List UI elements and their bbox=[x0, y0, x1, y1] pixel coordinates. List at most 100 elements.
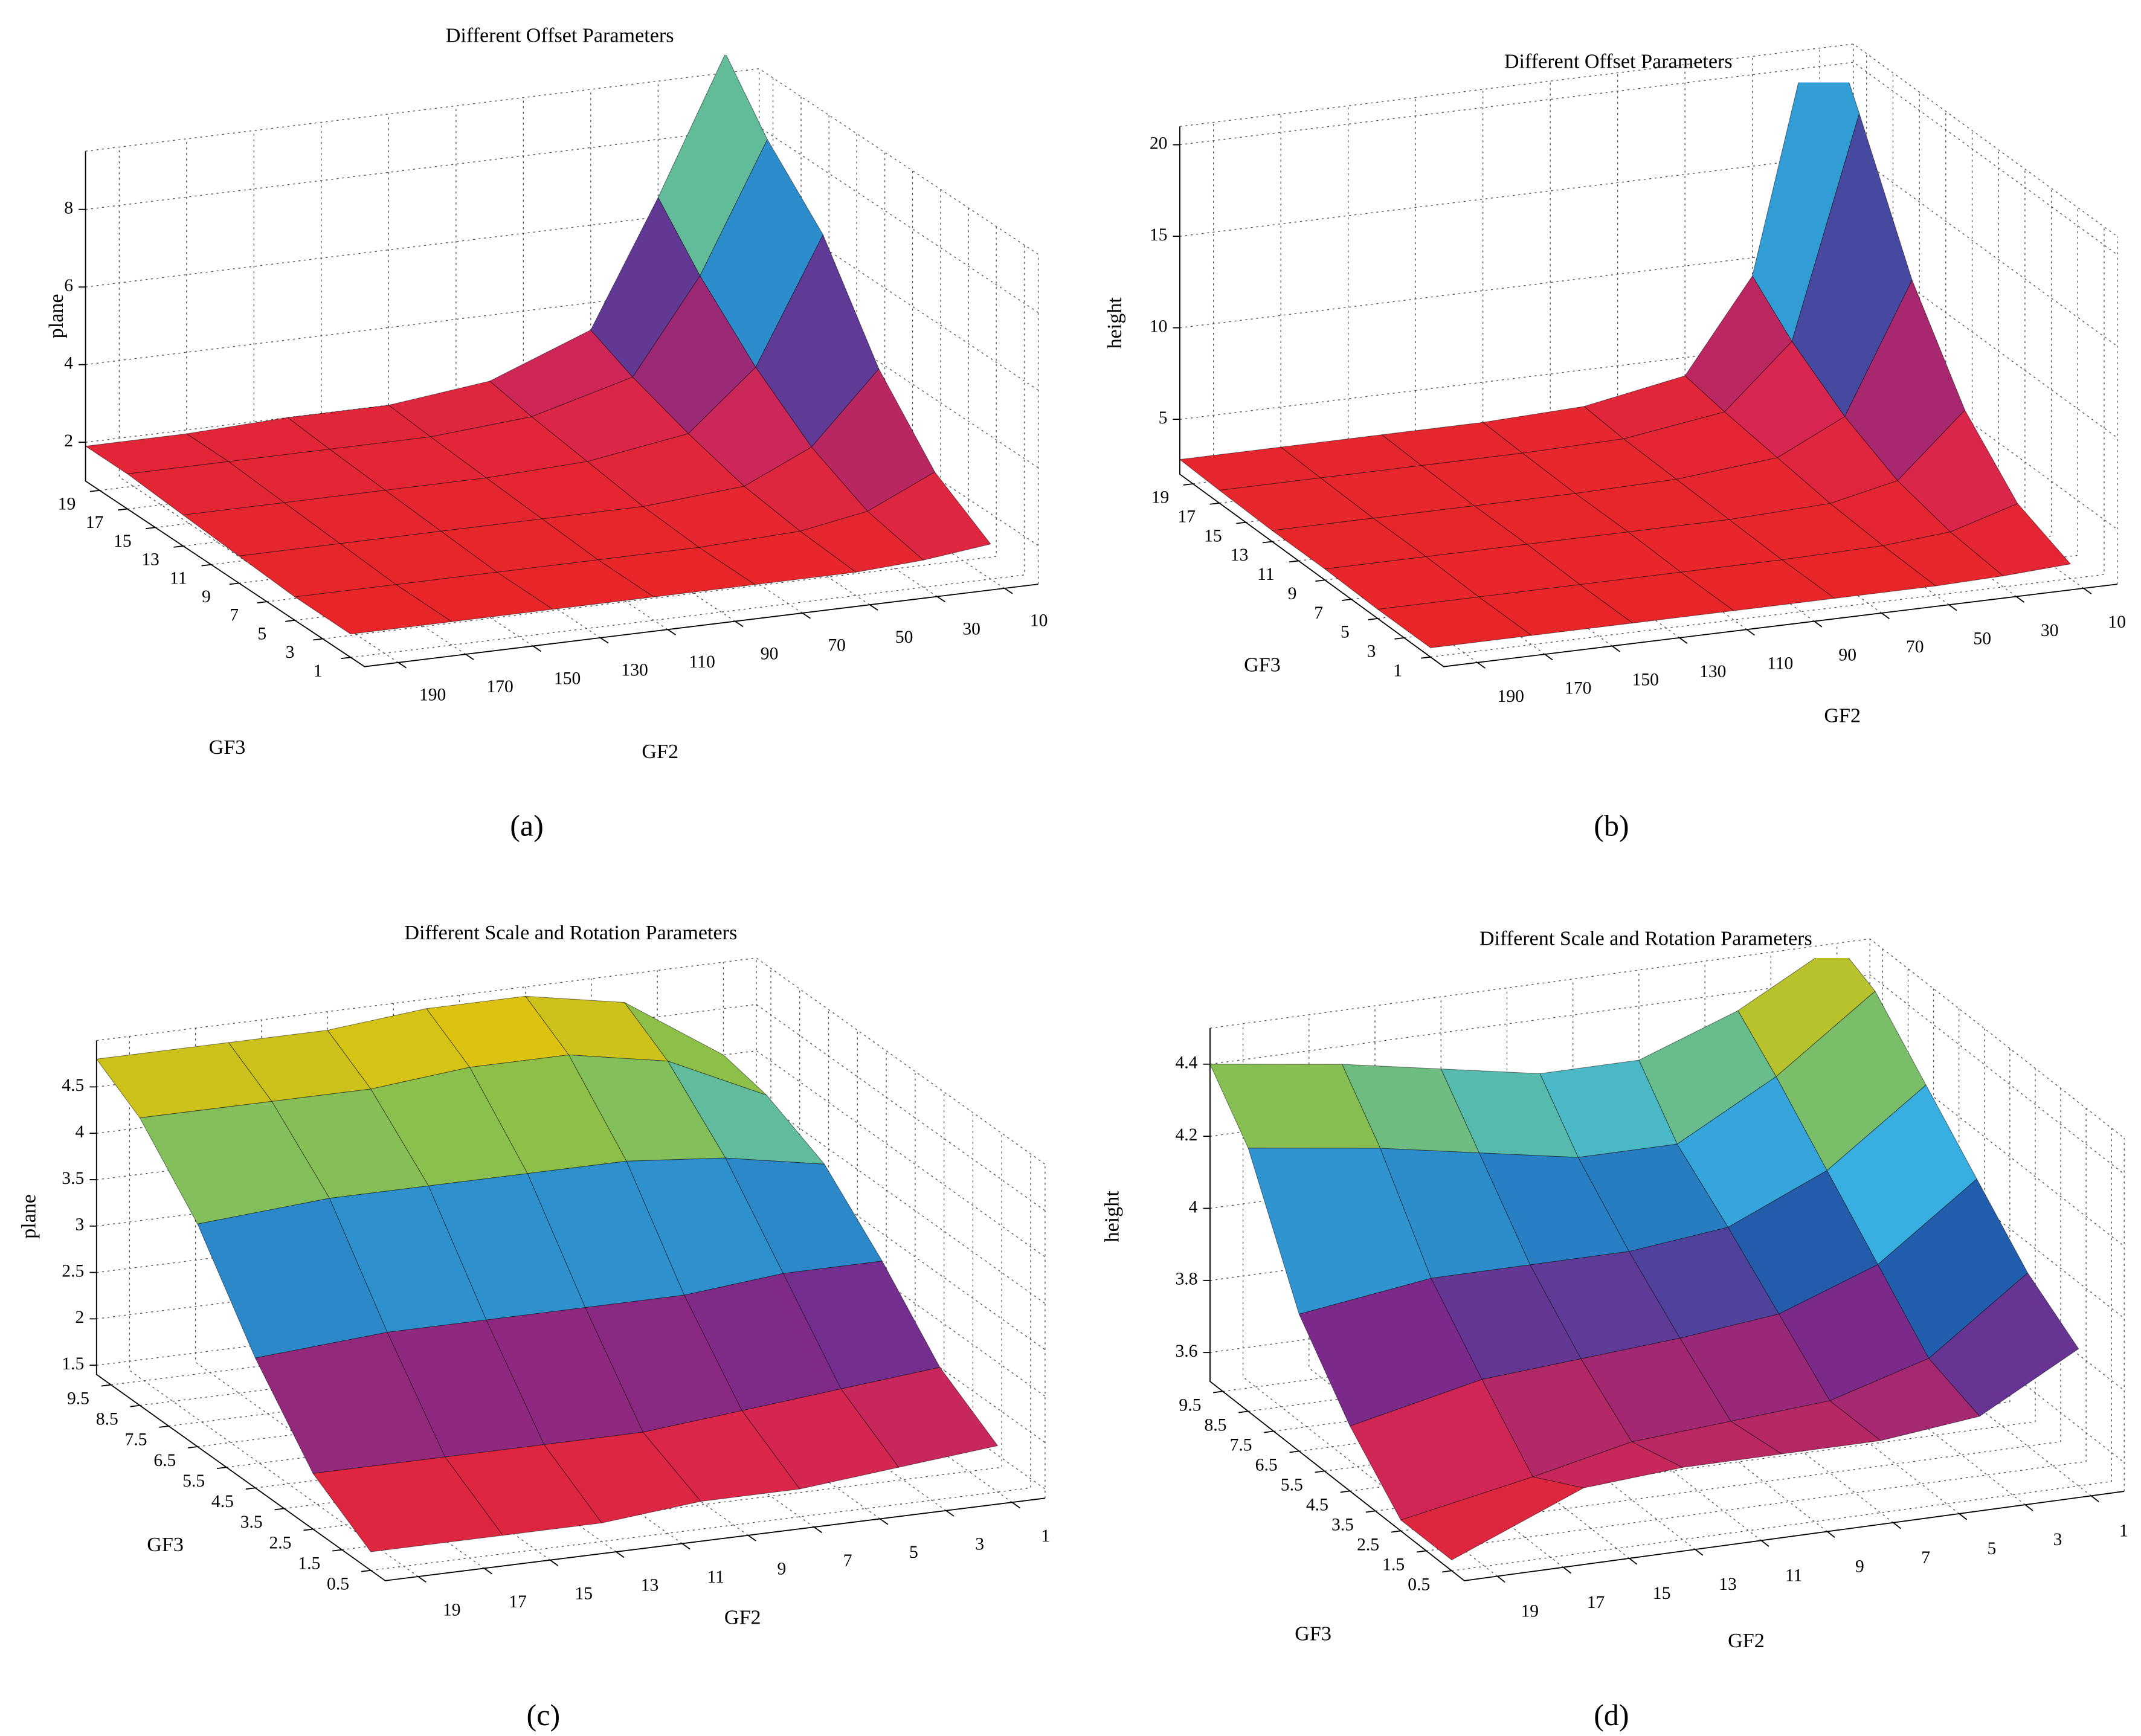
x-tick-label: 190 bbox=[1498, 687, 1524, 706]
z-grid-line bbox=[85, 281, 1038, 468]
surface-patch bbox=[1298, 1278, 1483, 1427]
y-tick-mark bbox=[1289, 1450, 1299, 1453]
x-tick-mark bbox=[600, 637, 609, 644]
x-tick-label: 1 bbox=[2119, 1521, 2128, 1540]
x-tick-label: 7 bbox=[843, 1551, 852, 1570]
x-tick-mark bbox=[1695, 1549, 1704, 1556]
y-tick-mark bbox=[285, 619, 295, 622]
x-tick-label: 130 bbox=[621, 661, 648, 680]
y-tick-label: 5 bbox=[1341, 623, 1350, 642]
x-tick-mark bbox=[1496, 1575, 1505, 1583]
y-tick-mark bbox=[216, 1467, 227, 1470]
x-tick-mark bbox=[869, 604, 878, 611]
x-tick-mark bbox=[398, 662, 407, 669]
x-axis-label: GF2 bbox=[1728, 1630, 1765, 1652]
y-tick-label: 9.5 bbox=[67, 1389, 89, 1408]
y-tick-label: 15 bbox=[1204, 526, 1222, 545]
y-tick-mark bbox=[159, 1425, 169, 1428]
y-axis-label: GF3 bbox=[209, 736, 246, 759]
y-tick-mark bbox=[201, 564, 211, 567]
y-tick-label: 8.5 bbox=[96, 1409, 118, 1429]
surface bbox=[1209, 958, 2079, 1561]
y-tick-label: 5.5 bbox=[182, 1471, 205, 1491]
z-tick-label: 4 bbox=[64, 353, 73, 373]
z-grid-line bbox=[1179, 153, 2118, 347]
x-tick-mark bbox=[417, 1576, 427, 1583]
axis-line bbox=[1209, 1028, 2125, 1581]
x-tick-label: 110 bbox=[1767, 654, 1793, 673]
axis-line bbox=[85, 151, 1038, 667]
x-tick-label: 90 bbox=[761, 644, 779, 663]
x-tick-label: 70 bbox=[1906, 637, 1924, 657]
y-grid-line bbox=[1451, 1128, 2112, 1572]
axis-box bbox=[85, 68, 1038, 255]
x-axis-label: GF2 bbox=[1824, 705, 1861, 727]
y-tick-mark bbox=[257, 601, 267, 603]
z-axis-label: height bbox=[1101, 1191, 1124, 1243]
y-tick-label: 8.5 bbox=[1205, 1416, 1227, 1435]
x-tick-mark bbox=[2091, 1495, 2099, 1502]
surface-patch bbox=[1248, 1148, 1432, 1315]
x-tick-label: 170 bbox=[486, 677, 513, 696]
x-tick-label: 7 bbox=[1921, 1548, 1930, 1567]
x-tick-label: 3 bbox=[2053, 1530, 2062, 1549]
x-tick-label: 170 bbox=[1565, 678, 1591, 698]
z-grid-line bbox=[85, 359, 1038, 546]
x-tick-label: 50 bbox=[1973, 629, 1991, 648]
x-tick-mark bbox=[802, 612, 811, 619]
z-axis-label: plane bbox=[45, 294, 68, 338]
x-tick-mark bbox=[483, 1567, 492, 1575]
y-tick-label: 0.5 bbox=[1408, 1575, 1430, 1595]
y-grid-line bbox=[1430, 227, 2105, 658]
z-tick-label: 3.5 bbox=[62, 1169, 84, 1188]
y-tick-label: 17 bbox=[86, 513, 104, 532]
y-tick-label: 1 bbox=[314, 661, 323, 681]
x-tick-mark bbox=[814, 1526, 823, 1534]
x-tick-label: 5 bbox=[1987, 1539, 1996, 1558]
x-tick-mark bbox=[1544, 654, 1553, 661]
chart-title: Different Offset Parameters bbox=[446, 24, 674, 47]
x-tick-label: 11 bbox=[1785, 1566, 1802, 1585]
x-tick-label: 3 bbox=[975, 1534, 984, 1554]
x-tick-label: 150 bbox=[1632, 670, 1659, 690]
y-tick-label: 17 bbox=[1177, 507, 1196, 526]
x-tick-label: 10 bbox=[1030, 611, 1048, 631]
z-tick-label: 1.5 bbox=[62, 1354, 84, 1374]
z-tick-label: 4.5 bbox=[62, 1076, 84, 1095]
y-grid-line bbox=[1426, 1108, 2087, 1552]
x-tick-mark bbox=[1814, 620, 1823, 628]
x-tick-label: 13 bbox=[641, 1576, 659, 1595]
z-tick-label: 2 bbox=[64, 431, 73, 451]
surface-patch bbox=[1377, 596, 1532, 649]
x-tick-mark bbox=[667, 629, 677, 635]
y-tick-label: 5 bbox=[257, 624, 266, 643]
x-tick-mark bbox=[1827, 1531, 1835, 1538]
y-tick-mark bbox=[274, 1508, 285, 1511]
x-tick-mark bbox=[681, 1543, 691, 1550]
y-tick-label: 7.5 bbox=[1230, 1436, 1252, 1455]
x-tick-label: 17 bbox=[1587, 1593, 1605, 1612]
z-axis-label: plane bbox=[18, 1194, 40, 1239]
x-tick-label: 13 bbox=[1719, 1575, 1737, 1594]
x-tick-label: 9 bbox=[1855, 1557, 1864, 1577]
y-tick-mark bbox=[146, 527, 156, 530]
surface bbox=[1179, 82, 2071, 649]
z-grid-line bbox=[1179, 336, 2118, 530]
y-tick-mark bbox=[1391, 1530, 1401, 1533]
z-tick-label: 3 bbox=[76, 1215, 85, 1235]
chart-title: Different Scale and Rotation Parameters bbox=[1479, 927, 1812, 950]
chart-title: Different Offset Parameters bbox=[1504, 51, 1733, 73]
x-tick-label: 150 bbox=[554, 669, 581, 688]
x-tick-label: 5 bbox=[909, 1543, 918, 1562]
y-tick-label: 7.5 bbox=[125, 1430, 147, 1450]
y-grid-line bbox=[1400, 1088, 2061, 1532]
y-tick-mark bbox=[1340, 1490, 1350, 1493]
x-tick-label: 190 bbox=[419, 686, 446, 705]
y-tick-mark bbox=[188, 1446, 198, 1448]
y-tick-label: 15 bbox=[114, 532, 132, 551]
z-tick-label: 3.8 bbox=[1176, 1270, 1198, 1289]
z-grid-line bbox=[85, 204, 1038, 391]
z-tick-label: 4 bbox=[1189, 1197, 1198, 1217]
